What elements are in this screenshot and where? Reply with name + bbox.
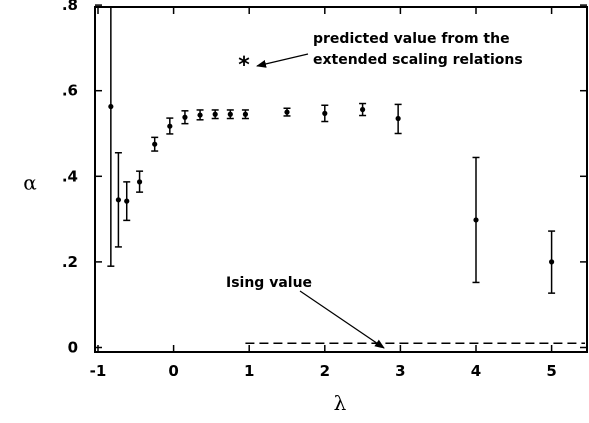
data-point <box>242 111 249 117</box>
x-axis-label: λ <box>334 391 347 415</box>
data-point <box>227 111 233 117</box>
tick-labels: -1 0 1 2 3 4 5 0 .2 .4 .6 .8 <box>62 0 557 380</box>
annotation-predicted-line2: extended scaling relations <box>313 52 523 68</box>
data-point <box>182 114 188 120</box>
data-point-group <box>136 170 144 193</box>
data-point <box>167 123 173 129</box>
annotation-predicted-line1: predicted value from the <box>313 31 510 47</box>
data-point <box>136 179 143 185</box>
x-tick-label: 0 <box>168 362 178 380</box>
y-axis-label: α <box>23 171 37 195</box>
data-point-group <box>196 109 204 121</box>
data-point-group <box>123 181 131 222</box>
data-point-group <box>241 109 249 120</box>
data-point <box>395 115 401 122</box>
data-point <box>152 141 158 147</box>
data-point-group <box>151 136 159 152</box>
data-point-group <box>226 109 234 120</box>
annotation-ising-arrow <box>299 290 385 349</box>
x-tick-label: 5 <box>546 362 556 380</box>
predicted-value-marker: * <box>238 53 250 78</box>
data-point-group <box>472 156 480 284</box>
plot-border <box>94 6 588 353</box>
data-point <box>322 110 328 116</box>
annotation-predicted-arrow <box>256 53 309 68</box>
data-point-group <box>211 109 219 120</box>
data-point <box>197 112 203 118</box>
data-point-group <box>181 110 189 125</box>
x-tick-label: -1 <box>90 362 107 380</box>
x-tick-label: 1 <box>244 362 254 380</box>
data-point <box>473 217 479 223</box>
data-point-group <box>394 103 402 135</box>
y-tick-label: 0 <box>68 339 78 357</box>
data-point-group <box>321 104 329 123</box>
data-point-group <box>283 107 291 117</box>
data-point-group <box>114 152 122 248</box>
data-point-group <box>166 117 174 135</box>
data-point <box>284 109 290 115</box>
data-point-group <box>548 230 556 294</box>
x-tick-label: 2 <box>320 362 330 380</box>
data-point <box>360 106 366 113</box>
y-tick-label: .4 <box>62 167 78 185</box>
data-point <box>108 103 114 110</box>
data-point-group <box>107 7 115 267</box>
axis-ticks <box>95 4 587 352</box>
data-point <box>124 198 130 204</box>
x-tick-label: 3 <box>395 362 405 380</box>
y-tick-label: .2 <box>62 253 78 271</box>
data-point-group <box>359 102 367 117</box>
data-series <box>107 7 556 294</box>
y-tick-label: .8 <box>62 0 78 14</box>
data-point <box>115 197 122 203</box>
y-tick-label: .6 <box>62 82 78 100</box>
x-tick-label: 4 <box>471 362 481 380</box>
data-point <box>212 111 218 117</box>
data-point <box>549 259 555 265</box>
plot-frame <box>94 6 588 353</box>
annotation-ising: Ising value <box>226 275 312 291</box>
